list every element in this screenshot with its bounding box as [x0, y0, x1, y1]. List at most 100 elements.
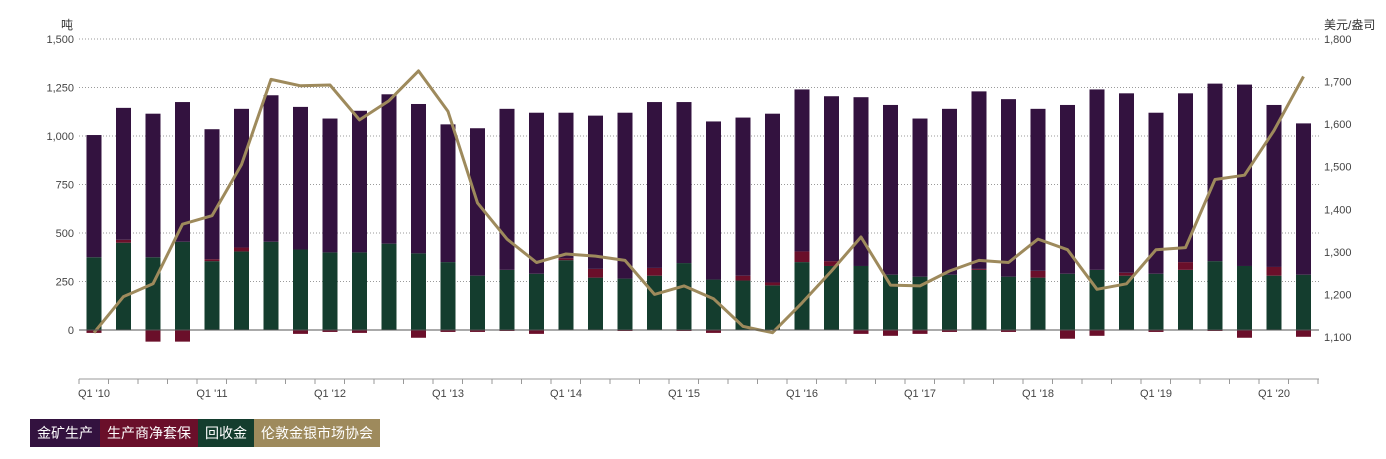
legend-item-mine-production[interactable]: 金矿生产: [30, 419, 100, 447]
bar-segment: [824, 96, 839, 262]
bar-segment: [440, 330, 456, 332]
bar-segment: [293, 249, 308, 330]
bar-segment: [1060, 330, 1075, 339]
bar-segment: [175, 330, 190, 342]
bar-segment: [263, 241, 279, 330]
bar-segment: [499, 108, 515, 270]
bar-segment: [883, 274, 898, 330]
bar-segment: [1030, 277, 1046, 330]
bar-segment: [1001, 276, 1016, 330]
right-axis-unit: 美元/盎司: [1324, 18, 1375, 32]
bar-segment: [588, 268, 603, 278]
bar-segment: [1119, 93, 1134, 273]
bar-segment: [145, 330, 161, 342]
bar-segment: [1119, 272, 1134, 276]
bar-segment: [676, 263, 692, 330]
bar-segment: [1001, 330, 1016, 332]
right-tick-label: 1,400: [1324, 204, 1352, 216]
bar-segment: [529, 273, 544, 330]
left-axis-unit: 吨: [61, 18, 73, 32]
bar-segment: [588, 277, 603, 330]
bar-segment: [1148, 330, 1164, 332]
line-series: [92, 69, 1305, 335]
bar-segment: [175, 241, 190, 330]
bar-segment: [1148, 112, 1164, 274]
bar-segment: [1001, 99, 1016, 277]
bar-segment: [145, 113, 161, 258]
bar-segment: [440, 262, 456, 330]
right-tick-label: 1,200: [1324, 289, 1352, 301]
bar-segment: [204, 129, 220, 260]
bar-segment: [1030, 108, 1046, 271]
x-tick-label: Q1 '19: [1140, 388, 1172, 400]
left-tick-label: 500: [56, 228, 74, 240]
bar-segment: [558, 258, 574, 261]
bar-series: [86, 83, 1311, 342]
bar-segment: [588, 115, 603, 269]
bar-segment: [794, 262, 810, 330]
legend-item-recycled-gold[interactable]: 回收金: [198, 419, 254, 447]
left-tick-label: 1,500: [46, 34, 74, 46]
bar-segment: [293, 106, 308, 250]
bar-segment: [706, 279, 721, 330]
bar-segment: [735, 117, 751, 276]
bar-segment: [765, 285, 780, 330]
bar-segment: [1296, 274, 1311, 330]
bar-segment: [116, 239, 131, 243]
right-tick-label: 1,800: [1324, 34, 1352, 46]
x-tick-label: Q1 '15: [668, 388, 700, 400]
bar-segment: [116, 242, 131, 330]
bar-segment: [1207, 261, 1223, 330]
bar-segment: [942, 274, 957, 330]
bar-segment: [1296, 330, 1311, 337]
bar-segment: [1178, 93, 1193, 263]
bar-segment: [1266, 275, 1282, 330]
bar-segment: [116, 107, 131, 240]
bar-segment: [1237, 330, 1252, 338]
bar-segment: [735, 280, 751, 330]
bar-segment: [647, 275, 662, 330]
left-tick-label: 750: [56, 180, 74, 192]
bar-segment: [647, 267, 662, 276]
bar-segment: [204, 259, 220, 262]
bar-segment: [234, 247, 249, 252]
bar-segment: [853, 265, 869, 330]
bar-segment: [706, 121, 721, 280]
bar-segment: [263, 95, 279, 242]
left-tick-label: 0: [68, 325, 74, 337]
x-tick-label: Q1 '18: [1022, 388, 1054, 400]
bar-segment: [794, 251, 810, 263]
bar-segment: [765, 282, 780, 286]
bar-segment: [1178, 262, 1193, 270]
right-tick-label: 1,100: [1324, 332, 1352, 344]
bar-segment: [1207, 83, 1223, 262]
bar-segment: [322, 252, 338, 330]
axes: 0 250 500 750 1,000 1,250 1,500 1,100 1,200 1,300…: [46, 34, 1351, 400]
bar-segment: [676, 102, 692, 264]
bar-segment: [883, 330, 898, 336]
bar-segment: [883, 104, 898, 275]
bar-segment: [794, 89, 810, 252]
bar-segment: [853, 97, 869, 266]
bar-segment: [1237, 265, 1252, 330]
legend-item-producer-hedging[interactable]: 生产商净套保: [100, 419, 198, 447]
bar-segment: [86, 257, 102, 330]
x-tick-label: Q1 '17: [904, 388, 936, 400]
bar-segment: [86, 135, 102, 258]
bar-segment: [145, 257, 161, 330]
bar-segment: [558, 260, 574, 330]
bar-segment: [352, 330, 367, 333]
bar-segment: [529, 330, 544, 334]
legend-item-lbma-price[interactable]: 伦敦金银市场协会: [254, 419, 380, 447]
bar-segment: [1060, 273, 1075, 330]
bar-segment: [411, 253, 426, 330]
chart-canvas: 0 250 500 750 1,000 1,250 1,500 1,100 1,200 1,300…: [46, 18, 1375, 400]
bar-segment: [912, 330, 928, 334]
bar-segment: [971, 268, 987, 270]
bar-segment: [647, 102, 662, 268]
bar-segment: [499, 269, 515, 330]
x-tick-label: Q1 '13: [432, 388, 464, 400]
bar-segment: [1119, 275, 1134, 330]
x-tick-label: Q1 '11: [196, 388, 227, 400]
bar-segment: [1266, 266, 1282, 276]
